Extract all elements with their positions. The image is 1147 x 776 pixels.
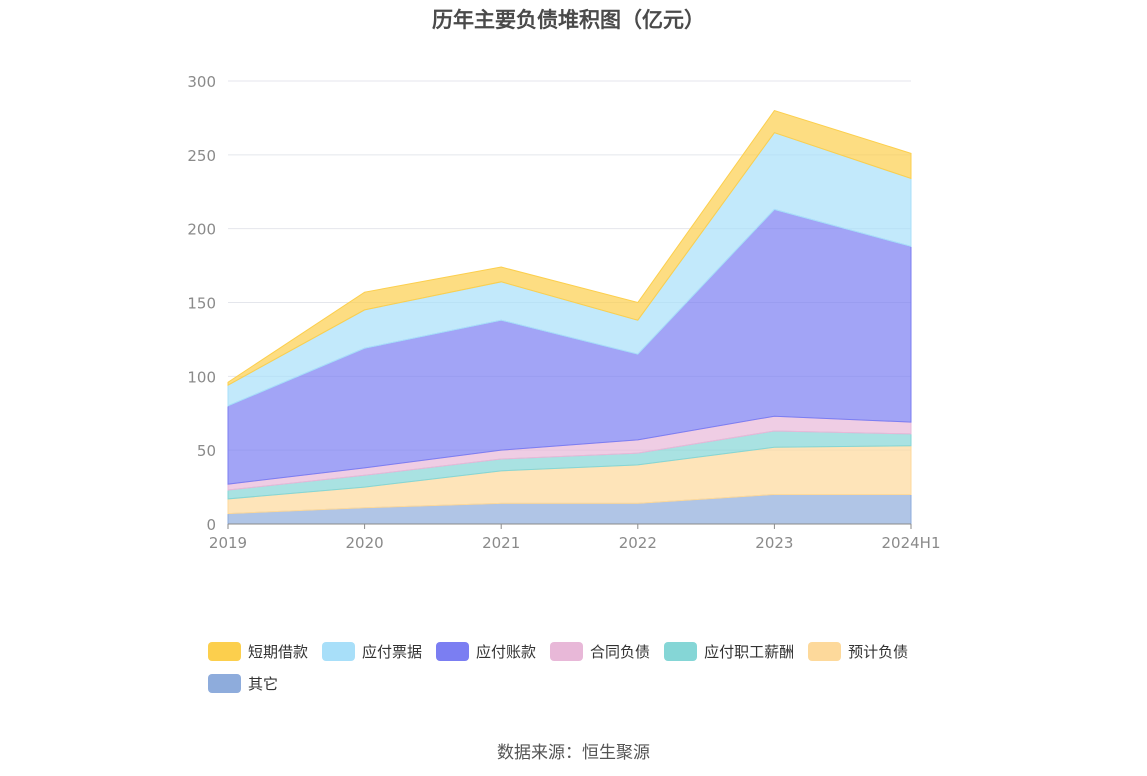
axes: 0 50 100 150 200 250 300 2019 2020 2021 2022 2023 20… (187, 73, 940, 552)
stacked-area-chart: 0 50 100 150 200 250 300 2019 2020 2021 2022 2023 20… (187, 73, 940, 552)
chart-title: 历年主要负债堆积图（亿元） (432, 8, 705, 32)
y-tick-label: 300 (187, 73, 216, 91)
legend: 短期借款 应付票据 应付账款 合同负债 应付职工薪酬 预计负债其它 (208, 640, 968, 694)
y-tick-label: 100 (187, 368, 216, 386)
y-tick-label: 250 (187, 147, 216, 165)
y-tick-label: 50 (197, 442, 216, 460)
x-tick-label: 2020 (346, 534, 384, 552)
legend-swatch (664, 641, 698, 661)
legend-item[interactable]: 其它 (208, 672, 278, 694)
legend-swatch (550, 641, 584, 661)
y-tick-label: 150 (187, 295, 216, 313)
legend-swatch (208, 673, 241, 693)
x-tick-label: 2023 (755, 534, 793, 552)
y-tick-label: 200 (187, 221, 216, 239)
legend-swatch (322, 641, 356, 661)
x-tick-label: 2024H1 (882, 534, 941, 552)
legend-label: 应付职工薪酬 (704, 642, 795, 661)
legend-swatch (436, 641, 470, 661)
legend-label: 应付账款 (476, 642, 537, 661)
legend-label: 短期借款 (248, 642, 309, 661)
x-tick-label: 2022 (619, 534, 657, 552)
area-series-6 (227, 109, 912, 387)
legend-item[interactable]: 短期借款 (208, 640, 308, 662)
legend-item[interactable]: 预计负债 (808, 640, 908, 662)
y-tick-label: 0 (206, 516, 216, 534)
legend-swatch (808, 641, 842, 661)
legend-label: 其它 (248, 674, 279, 693)
source-note: 数据来源：恒生聚源 (497, 743, 650, 763)
area-layer (227, 109, 912, 525)
legend-item[interactable]: 应付账款 (436, 640, 536, 662)
legend-label: 应付票据 (362, 642, 423, 661)
legend-label: 预计负债 (848, 642, 909, 661)
x-tick-label: 2019 (209, 534, 247, 552)
legend-label: 合同负债 (590, 642, 651, 661)
x-tick-label: 2021 (482, 534, 520, 552)
legend-item[interactable]: 应付职工薪酬 (664, 640, 794, 662)
legend-item[interactable]: 应付票据 (322, 640, 422, 662)
legend-swatch (208, 641, 241, 661)
legend-item[interactable]: 合同负债 (550, 640, 650, 662)
